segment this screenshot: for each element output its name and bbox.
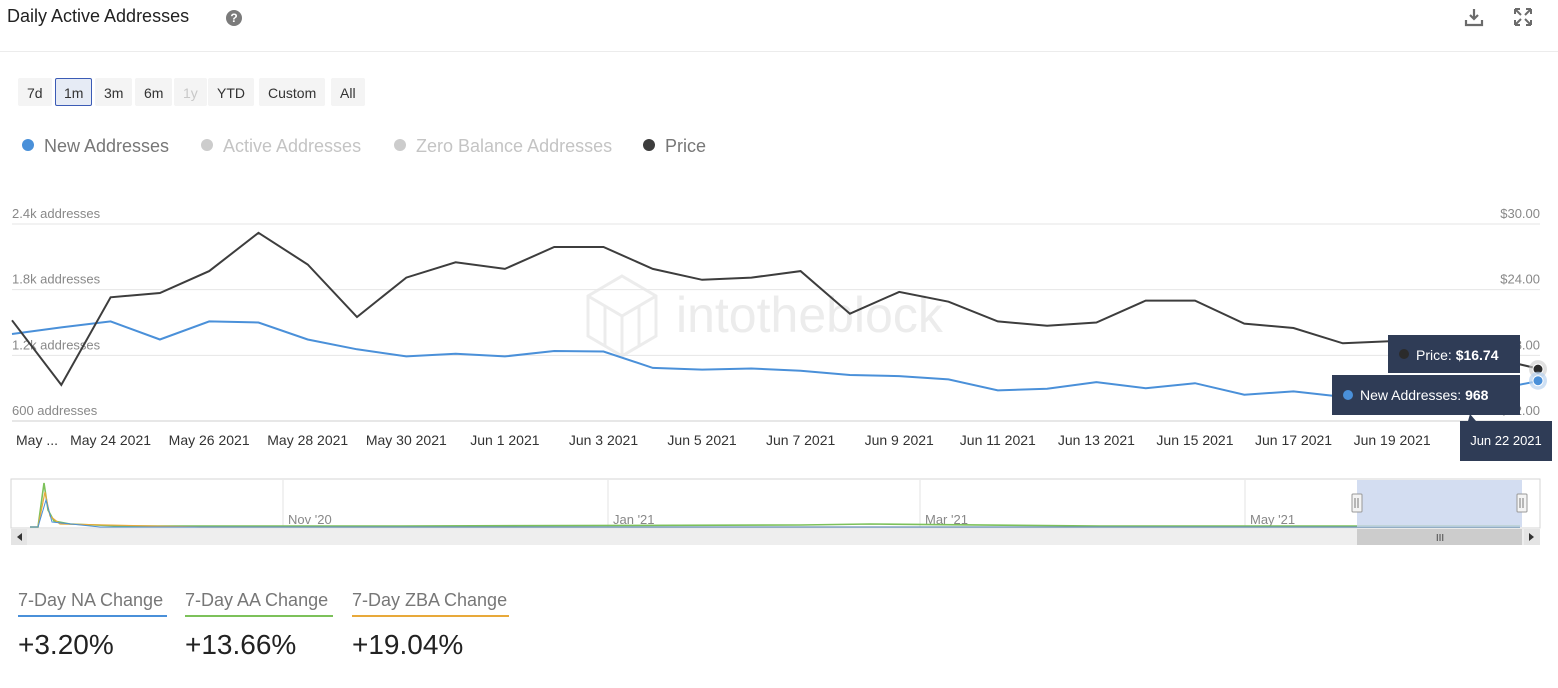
x-tick-label: Jun 7 2021 [766, 432, 835, 448]
x-tick-label: Jun 17 2021 [1255, 432, 1332, 448]
stat-zba-change: 7-Day ZBA Change +19.04% [352, 590, 509, 661]
page-title: Daily Active Addresses [7, 6, 190, 26]
navigator[interactable]: Nov '20 Jan '21 Mar '21 May '21 III [10, 478, 1541, 545]
x-tick-label: Jun 3 2021 [569, 432, 638, 448]
x-tick-label: Jun 5 2021 [667, 432, 736, 448]
series-line-new-addresses [11, 320, 1541, 400]
tooltip-price-box [1388, 335, 1520, 373]
tooltip-na-dot-icon [1343, 390, 1353, 400]
stat-aa-label: 7-Day AA Change [185, 590, 333, 617]
range-6m-button[interactable]: 6m [135, 78, 173, 106]
legend-dot-icon [22, 139, 34, 151]
tooltip-date: Jun 22 2021 [1470, 433, 1542, 448]
stat-zba-value: +19.04% [352, 629, 464, 660]
range-3m-button[interactable]: 3m [95, 78, 133, 106]
stat-na-change: 7-Day NA Change +3.20% [18, 590, 167, 661]
navigator-line-na [30, 498, 1520, 528]
tooltip-date-box [1460, 414, 1552, 461]
range-1m-button[interactable]: 1m [55, 78, 93, 106]
navigator-frame [10, 478, 1541, 529]
navigator-label: Nov '20 [288, 512, 332, 527]
stat-zba-label: 7-Day ZBA Change [352, 590, 509, 617]
navigator-scrollbar-thumb[interactable] [1357, 529, 1522, 545]
x-tick-label: Jun 9 2021 [865, 432, 934, 448]
legend-new-addresses[interactable]: New Addresses [22, 136, 169, 157]
navigator-selection[interactable] [1357, 480, 1522, 527]
arrow-left-icon [17, 533, 22, 541]
tooltip-price-text: Price: $16.74 [1416, 347, 1499, 363]
tooltip: Price: $16.74 New Addresses: 968 Jun 22 … [1332, 335, 1552, 461]
question-circle-icon[interactable]: ? [226, 10, 242, 26]
stat-na-label: 7-Day NA Change [18, 590, 167, 617]
x-tick-label: May 28 2021 [267, 432, 348, 448]
legend-dot-icon [643, 139, 655, 151]
watermark-text: intotheblock [676, 287, 944, 343]
navigator-left-handle[interactable] [1351, 493, 1363, 513]
hover-point-na [1532, 375, 1544, 387]
legend-zero-balance-addresses[interactable]: Zero Balance Addresses [394, 136, 612, 157]
legend-active-addresses[interactable]: Active Addresses [201, 136, 361, 157]
legend-dot-icon [201, 139, 213, 151]
watermark: intotheblock [586, 274, 944, 358]
y-left-tick-label: 1.8k addresses [12, 272, 101, 287]
tooltip-na-box [1332, 375, 1520, 415]
x-tick-label: Jun 11 2021 [960, 432, 1036, 448]
scrollbar-grip-icon: III [1436, 533, 1444, 544]
x-tick-label: May 24 2021 [70, 432, 151, 448]
navigator-scrollbar-track[interactable] [11, 529, 1540, 545]
navigator-label: May '21 [1250, 512, 1295, 527]
range-custom-button[interactable]: Custom [259, 78, 326, 106]
legend-dot-icon [394, 139, 406, 151]
stat-aa-change: 7-Day AA Change +13.66% [185, 590, 333, 661]
stat-aa-value: +13.66% [185, 629, 297, 660]
x-tick-label: Jun 1 2021 [470, 432, 539, 448]
y-left-tick-label: 2.4k addresses [12, 206, 101, 221]
x-tick-label: May ... [16, 432, 58, 448]
x-tick-label: May 30 2021 [366, 432, 447, 448]
y-right-tick-label: $30.00 [1500, 206, 1540, 221]
x-tick-label: May 26 2021 [169, 432, 250, 448]
navigator-right-handle[interactable] [1516, 493, 1528, 513]
legend-price[interactable]: Price [643, 136, 706, 157]
stat-na-value: +3.20% [18, 629, 114, 660]
series-line-price [11, 231, 1541, 387]
range-1y-button: 1y [174, 78, 207, 106]
tooltip-price-dot-icon [1399, 349, 1409, 359]
header-divider [0, 51, 1558, 52]
y-left-tick-label: 600 addresses [12, 403, 98, 418]
x-tick-label: Jun 15 2021 [1156, 432, 1233, 448]
range-7d-button[interactable]: 7d [18, 78, 52, 106]
fullscreen-icon[interactable] [1512, 6, 1534, 28]
range-all-button[interactable]: All [331, 78, 365, 106]
arrow-right-icon [1529, 533, 1534, 541]
navigator-label: Jan '21 [613, 512, 655, 527]
x-tick-label: Jun 13 2021 [1058, 432, 1135, 448]
download-icon[interactable] [1463, 6, 1485, 28]
navigator-label: Mar '21 [925, 512, 968, 527]
x-tick-label: Jun 19 2021 [1354, 432, 1431, 448]
range-ytd-button[interactable]: YTD [208, 78, 254, 106]
tooltip-na-text: New Addresses: 968 [1360, 387, 1489, 403]
y-right-tick-label: $24.00 [1500, 272, 1540, 287]
